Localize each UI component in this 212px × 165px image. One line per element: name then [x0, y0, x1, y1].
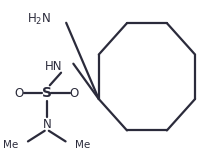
Text: Me: Me	[75, 140, 91, 150]
Text: H$_2$N: H$_2$N	[27, 12, 51, 27]
Text: HN: HN	[45, 60, 62, 73]
Text: O: O	[15, 87, 24, 100]
Text: Me: Me	[3, 140, 18, 150]
Text: N: N	[42, 118, 51, 131]
Text: O: O	[70, 87, 79, 100]
Text: S: S	[42, 86, 52, 100]
